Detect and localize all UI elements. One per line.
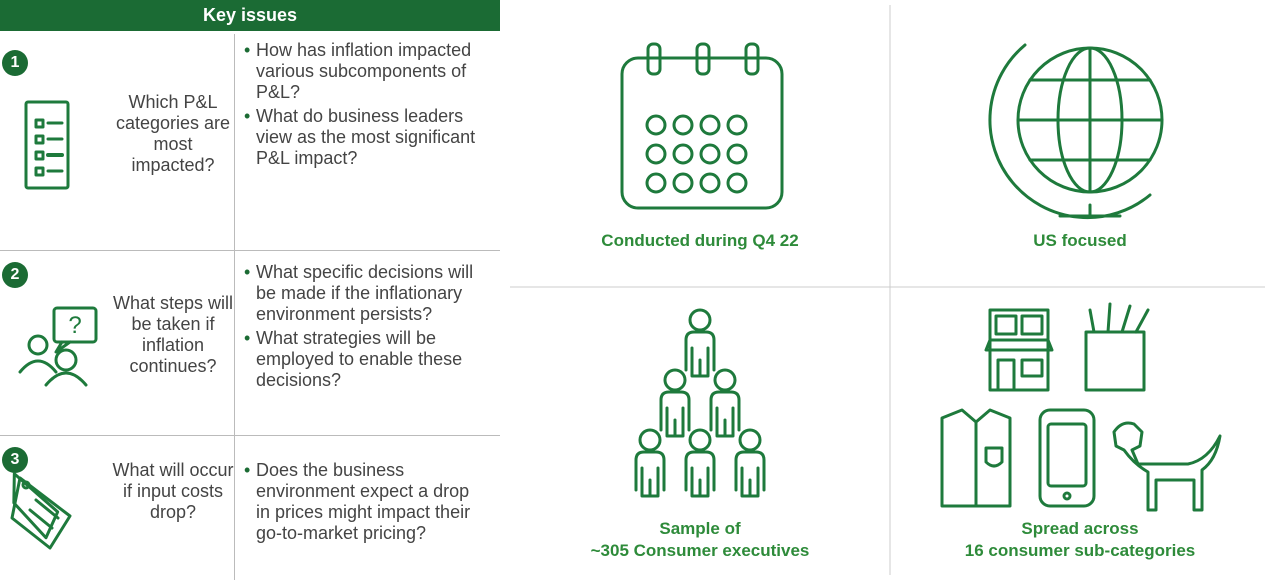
table-header: Key issues bbox=[0, 0, 500, 31]
dog-icon bbox=[1112, 421, 1222, 512]
bullet: What specific decisions will be made if … bbox=[244, 262, 480, 325]
bullets: What specific decisions will be made if … bbox=[242, 262, 480, 394]
caption: Sample of ~305 Consumer executives bbox=[510, 518, 890, 562]
checklist-icon bbox=[24, 100, 70, 190]
shirt-icon bbox=[940, 408, 1012, 508]
tags-icon bbox=[10, 472, 72, 550]
bullet: How has inflation impacted various subco… bbox=[244, 40, 480, 103]
caption-line: Spread across bbox=[1021, 519, 1139, 538]
bullet: What strategies will be employed to enab… bbox=[244, 328, 480, 391]
person bbox=[684, 308, 716, 378]
question: What will occur if input costs drop? bbox=[112, 460, 234, 522]
phone-icon bbox=[1038, 408, 1096, 508]
svg-text:?: ? bbox=[68, 312, 81, 339]
person bbox=[659, 368, 691, 438]
people-pyramid-icon bbox=[634, 308, 766, 498]
caption-line: Sample of bbox=[659, 519, 741, 538]
caption: Conducted during Q4 22 bbox=[510, 230, 890, 252]
row-number: 3 bbox=[2, 447, 28, 473]
globe-icon bbox=[988, 43, 1164, 220]
caption: US focused bbox=[890, 230, 1270, 252]
caption-line: US focused bbox=[1033, 231, 1127, 250]
store-icon bbox=[984, 308, 1054, 392]
person bbox=[634, 428, 666, 498]
person bbox=[734, 428, 766, 498]
caption: Spread across 16 consumer sub-categories bbox=[890, 518, 1270, 562]
person bbox=[684, 428, 716, 498]
row-number: 1 bbox=[2, 50, 28, 76]
row-separator bbox=[0, 435, 500, 436]
caption-line: Conducted during Q4 22 bbox=[601, 231, 799, 250]
bullet: Does the business environment expect a d… bbox=[244, 460, 480, 544]
calendar-icon bbox=[620, 42, 784, 210]
row-number: 2 bbox=[2, 262, 28, 288]
bullets: Does the business environment expect a d… bbox=[242, 460, 480, 547]
caption-line: 16 consumer sub-categories bbox=[964, 541, 1196, 560]
person bbox=[709, 368, 741, 438]
column-divider bbox=[234, 34, 235, 580]
people-question-icon: ? bbox=[18, 306, 98, 387]
caption-line: ~305 Consumer executives bbox=[590, 541, 810, 560]
question: What steps will be taken if inflation co… bbox=[112, 293, 234, 376]
grocery-bag-icon bbox=[1084, 302, 1150, 392]
row-separator bbox=[0, 250, 500, 251]
question: Which P&L categories are most impacted? bbox=[115, 92, 231, 175]
bullet: What do business leaders view as the mos… bbox=[244, 106, 480, 169]
bullets: How has inflation impacted various subco… bbox=[242, 40, 480, 172]
